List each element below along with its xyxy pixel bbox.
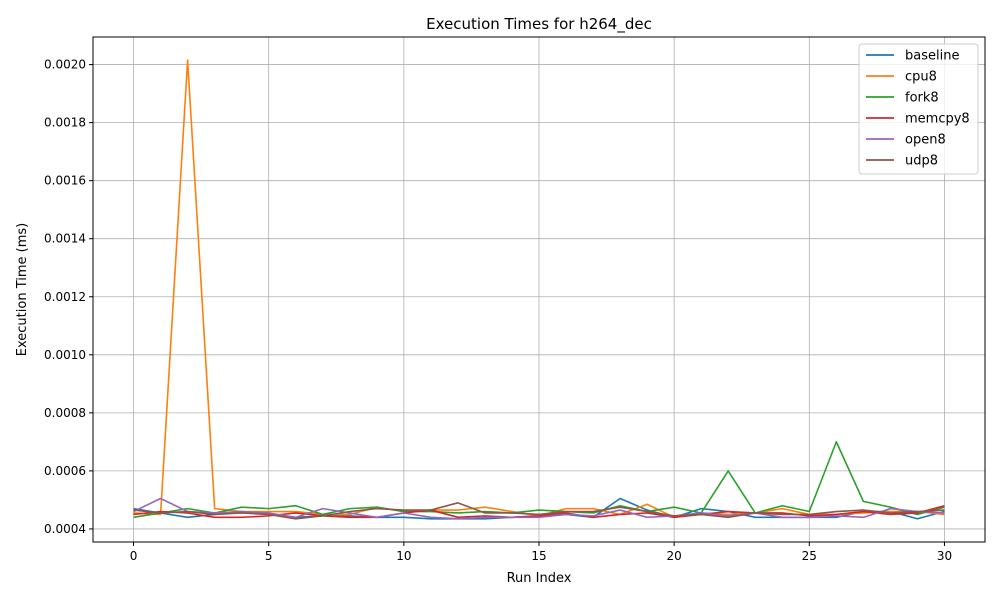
legend-label-open8: open8 [905, 133, 946, 148]
x-tick-label: 5 [265, 549, 273, 563]
series-line-open8 [133, 497, 945, 520]
x-tick-label: 30 [937, 549, 952, 563]
x-tick-label: 10 [396, 549, 411, 563]
y-tick-label: 0.0014 [44, 232, 86, 246]
y-axis-label: Execution Time (ms) [15, 223, 30, 356]
series-line-fork8 [133, 441, 945, 519]
series-line-memcpy8 [133, 504, 945, 519]
x-tick-label: 25 [802, 549, 817, 563]
y-tick-label: 0.0018 [44, 116, 86, 130]
legend-label-memcpy8: memcpy8 [905, 112, 970, 127]
legend-label-baseline: baseline [905, 49, 959, 64]
series-lines [133, 59, 945, 520]
y-tick-label: 0.0004 [44, 522, 86, 536]
grid [93, 37, 985, 542]
x-tick-label: 0 [130, 549, 138, 563]
y-axis: 0.0004 0.0006 0.0008 0.0010 0.0012 0.0014 0.00… [44, 58, 93, 536]
chart-title: Execution Times for h264_dec [426, 15, 652, 34]
legend-label-cpu8: cpu8 [905, 70, 937, 85]
x-tick-label: 15 [531, 549, 546, 563]
y-tick-label: 0.0012 [44, 290, 86, 304]
legend-items: baseline cpu8 fork8 memcpy8 open8 udp8 [866, 49, 970, 169]
series-line-udp8 [133, 502, 945, 520]
legend-label-fork8: fork8 [905, 91, 939, 106]
y-tick-label: 0.0010 [44, 348, 86, 362]
x-axis: 0 5 10 15 20 25 30 [130, 542, 952, 563]
y-tick-label: 0.0016 [44, 174, 86, 188]
y-tick-label: 0.0008 [44, 406, 86, 420]
y-tick-label: 0.0006 [44, 464, 86, 478]
legend: baseline cpu8 fork8 memcpy8 open8 udp8 [858, 43, 979, 175]
y-tick-label: 0.0020 [44, 58, 86, 72]
legend-label-udp8: udp8 [905, 154, 938, 169]
x-axis-label: Run Index [507, 571, 572, 586]
x-tick-label: 20 [667, 549, 682, 563]
